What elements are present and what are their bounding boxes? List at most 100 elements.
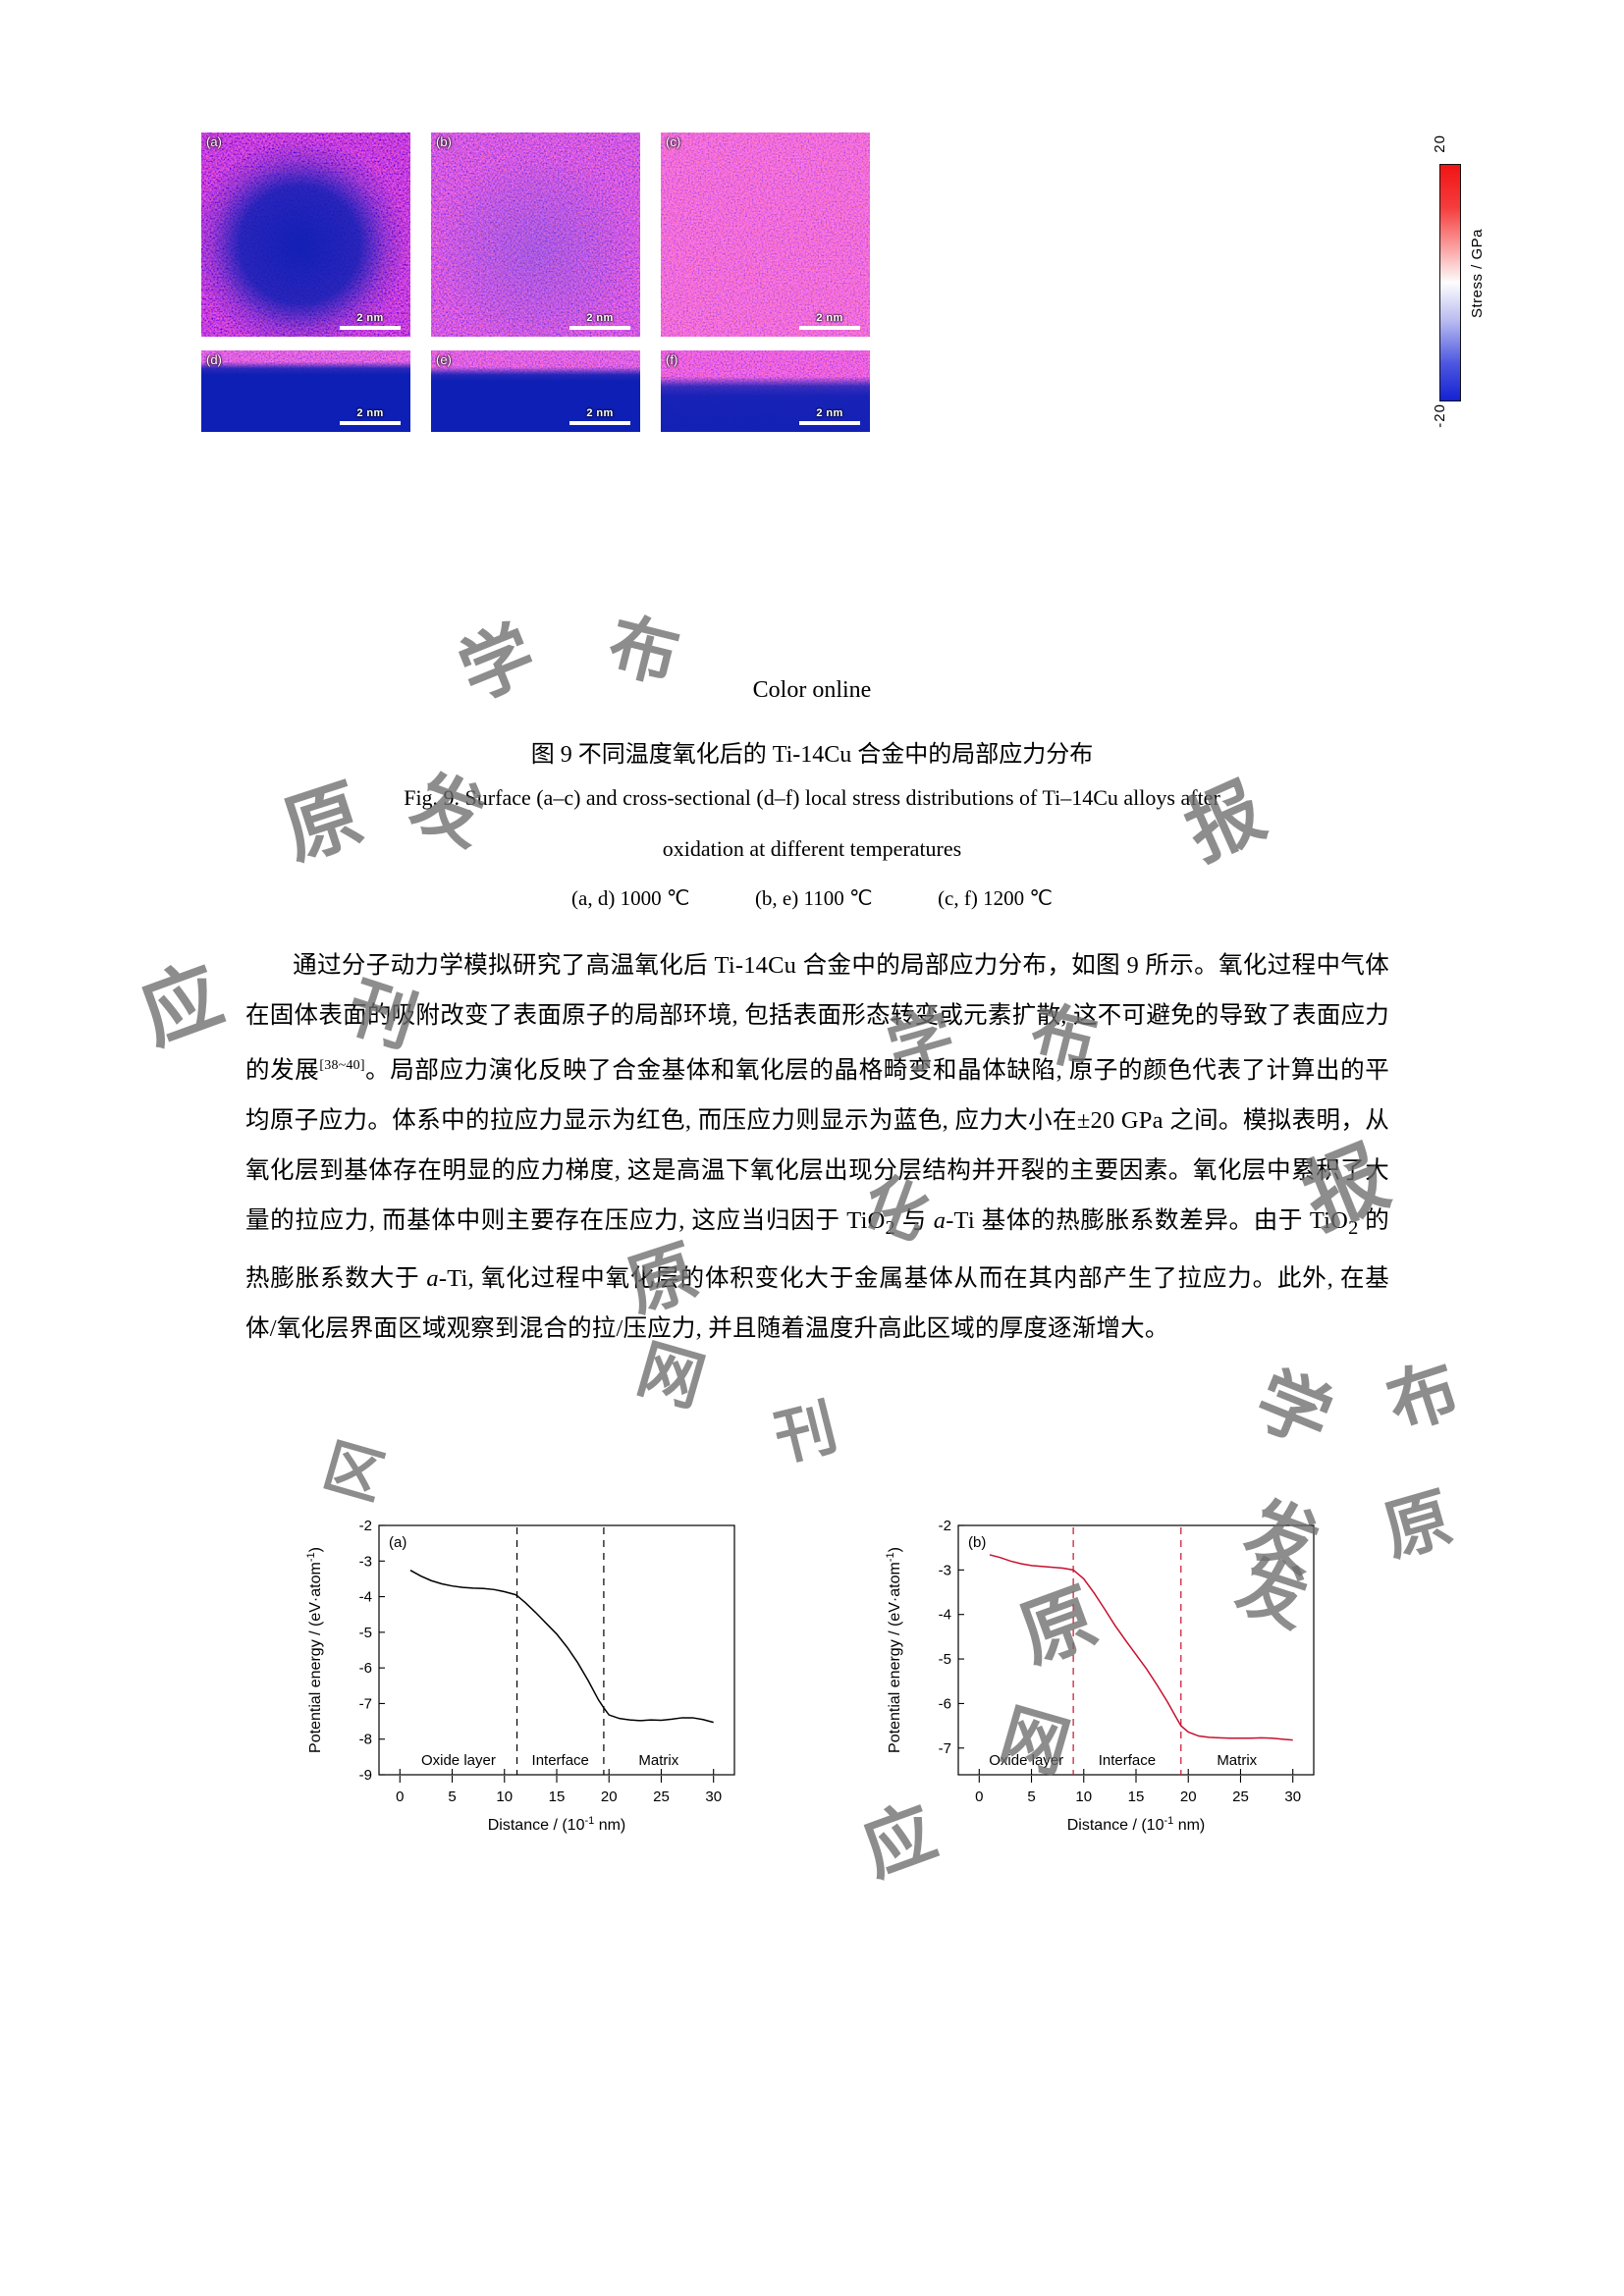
- body-paragraph: 通过分子动力学模拟研究了高温氧化后 Ti-14Cu 合金中的局部应力分布，如图 …: [245, 940, 1389, 1354]
- chart-b: -7 -6 -5 -4 -3 -2 0 5 10 15 20 25 30 (b) Oxide layer In…: [874, 1512, 1326, 1855]
- panel-f: (f) 2 nm: [661, 350, 870, 432]
- svg-text:30: 30: [705, 1789, 722, 1805]
- watermark: 原: [1375, 1480, 1461, 1571]
- scale-bar-line: [340, 421, 401, 425]
- svg-text:-7: -7: [939, 1740, 951, 1757]
- watermark: 应: [130, 951, 234, 1061]
- figure-caption-english-line2: oxidation at different temperatures: [662, 836, 962, 861]
- atom-map-e: [431, 350, 640, 432]
- atom-map-b: [431, 133, 640, 337]
- figure-caption-chinese: 图 9 不同温度氧化后的 Ti-14Cu 合金中的局部应力分布: [530, 742, 1094, 768]
- svg-text:-2: -2: [359, 1518, 372, 1534]
- colorbar-gradient: [1439, 164, 1461, 401]
- svg-text:0: 0: [975, 1789, 983, 1805]
- scale-bar: 2 nm: [799, 312, 860, 330]
- svg-text:5: 5: [448, 1789, 456, 1805]
- figure-caption-temperatures: (a, d) 1000 ℃ (b, e) 1100 ℃ (c, f) 1200 …: [0, 886, 1624, 911]
- atom-map-d: [201, 350, 410, 432]
- chart-a: -9 -8 -7 -6 -5 -4 -3 -2 0 5 10 15 20 25 30 (a) Oxide lay…: [295, 1512, 746, 1855]
- svg-text:-4: -4: [359, 1589, 372, 1606]
- svg-text:5: 5: [1027, 1789, 1035, 1805]
- svg-text:-8: -8: [359, 1732, 372, 1748]
- panel-label: (c): [666, 134, 681, 149]
- atom-map-c: [661, 133, 870, 337]
- svg-text:15: 15: [1128, 1789, 1145, 1805]
- svg-text:Distance / (10-1 nm): Distance / (10-1 nm): [1067, 1815, 1206, 1834]
- scale-bar-line: [799, 326, 860, 330]
- watermark: 布: [1379, 1352, 1469, 1445]
- svg-text:Oxide layer: Oxide layer: [989, 1752, 1063, 1769]
- svg-text:(a): (a): [389, 1534, 406, 1551]
- svg-text:-3: -3: [359, 1553, 372, 1570]
- figure-9: (a) 2 nm: [201, 133, 1409, 432]
- svg-text:Oxide layer: Oxide layer: [421, 1752, 496, 1769]
- svg-text:Matrix: Matrix: [638, 1752, 678, 1769]
- watermark: 学: [1244, 1360, 1342, 1462]
- svg-text:10: 10: [1075, 1789, 1092, 1805]
- svg-text:-6: -6: [939, 1695, 951, 1712]
- svg-text:20: 20: [1180, 1789, 1197, 1805]
- panel-d: (d) 2 nm: [201, 350, 410, 432]
- svg-text:(b): (b): [968, 1534, 986, 1551]
- temperature-item-be: (b, e) 1100 ℃: [754, 886, 873, 910]
- svg-text:Distance / (10-1 nm): Distance / (10-1 nm): [488, 1815, 626, 1834]
- atom-map-a: [201, 133, 410, 337]
- scale-bar-line: [569, 326, 630, 330]
- scale-bar-label: 2 nm: [816, 312, 843, 324]
- panel-label: (b): [436, 134, 452, 149]
- scale-bar-line: [569, 421, 630, 425]
- svg-text:25: 25: [653, 1789, 670, 1805]
- panel-label: (f): [666, 352, 678, 367]
- panel-a: (a) 2 nm: [201, 133, 410, 337]
- figure-caption-english-line1: Fig. 9. Surface (a–c) and cross-sectiona…: [404, 785, 1220, 810]
- svg-text:15: 15: [549, 1789, 566, 1805]
- scale-bar-label: 2 nm: [586, 407, 614, 419]
- temperature-item-cf: (c, f) 1200 ℃: [938, 886, 1053, 910]
- scale-bar-line: [799, 421, 860, 425]
- svg-text:30: 30: [1284, 1789, 1301, 1805]
- colorbar-min-label: -20: [1432, 403, 1448, 428]
- scale-bar: 2 nm: [799, 407, 860, 425]
- scale-bar-label: 2 nm: [356, 312, 384, 324]
- panel-c: (c) 2 nm: [661, 133, 870, 337]
- chart-a-svg: -9 -8 -7 -6 -5 -4 -3 -2 0 5 10 15 20 25 30 (a) Oxide lay…: [305, 1518, 735, 1834]
- watermark: 刊: [768, 1394, 844, 1474]
- svg-text:Potential energy / (eV·atom-1): Potential energy / (eV·atom-1): [305, 1547, 324, 1753]
- panel-e: (e) 2 nm: [431, 350, 640, 432]
- svg-text:-9: -9: [359, 1767, 372, 1784]
- colorbar-title: Stress / GPa: [1469, 229, 1486, 319]
- svg-text:-5: -5: [359, 1625, 372, 1641]
- scale-bar-label: 2 nm: [816, 407, 843, 419]
- svg-text:Interface: Interface: [1099, 1752, 1156, 1769]
- stress-colorbar: 20 -20 Stress / GPa: [1426, 133, 1504, 432]
- svg-text:-7: -7: [359, 1695, 372, 1712]
- panel-label: (e): [436, 352, 452, 367]
- svg-text:20: 20: [601, 1789, 618, 1805]
- panel-label: (a): [206, 134, 222, 149]
- panel-b: (b) 2 nm: [431, 133, 640, 337]
- svg-text:-3: -3: [939, 1562, 951, 1578]
- scale-bar: 2 nm: [340, 407, 401, 425]
- scale-bar-line: [340, 326, 401, 330]
- svg-text:-2: -2: [939, 1518, 951, 1534]
- svg-text:10: 10: [496, 1789, 513, 1805]
- panel-label: (d): [206, 352, 222, 367]
- body-paragraph-text: 通过分子动力学模拟研究了高温氧化后 Ti-14Cu 合金中的局部应力分布，如图 …: [245, 952, 1389, 1343]
- temperature-item-ad: (a, d) 1000 ℃: [571, 886, 690, 910]
- svg-text:Matrix: Matrix: [1217, 1752, 1257, 1769]
- color-online-note: Color online: [752, 677, 872, 703]
- svg-text:0: 0: [396, 1789, 404, 1805]
- scale-bar-label: 2 nm: [356, 407, 384, 419]
- svg-text:-4: -4: [939, 1607, 951, 1624]
- scale-bar: 2 nm: [569, 407, 630, 425]
- svg-text:Interface: Interface: [532, 1752, 589, 1769]
- svg-text:-6: -6: [359, 1660, 372, 1677]
- svg-text:-5: -5: [939, 1651, 951, 1668]
- watermark: 区: [316, 1433, 391, 1512]
- scale-bar-label: 2 nm: [586, 312, 614, 324]
- atom-map-f: [661, 350, 870, 432]
- svg-text:Potential energy / (eV·atom-1): Potential energy / (eV·atom-1): [885, 1547, 903, 1753]
- chart-b-svg: -7 -6 -5 -4 -3 -2 0 5 10 15 20 25 30 (b) Oxide layer In…: [885, 1518, 1315, 1834]
- colorbar-max-label: 20: [1432, 134, 1448, 153]
